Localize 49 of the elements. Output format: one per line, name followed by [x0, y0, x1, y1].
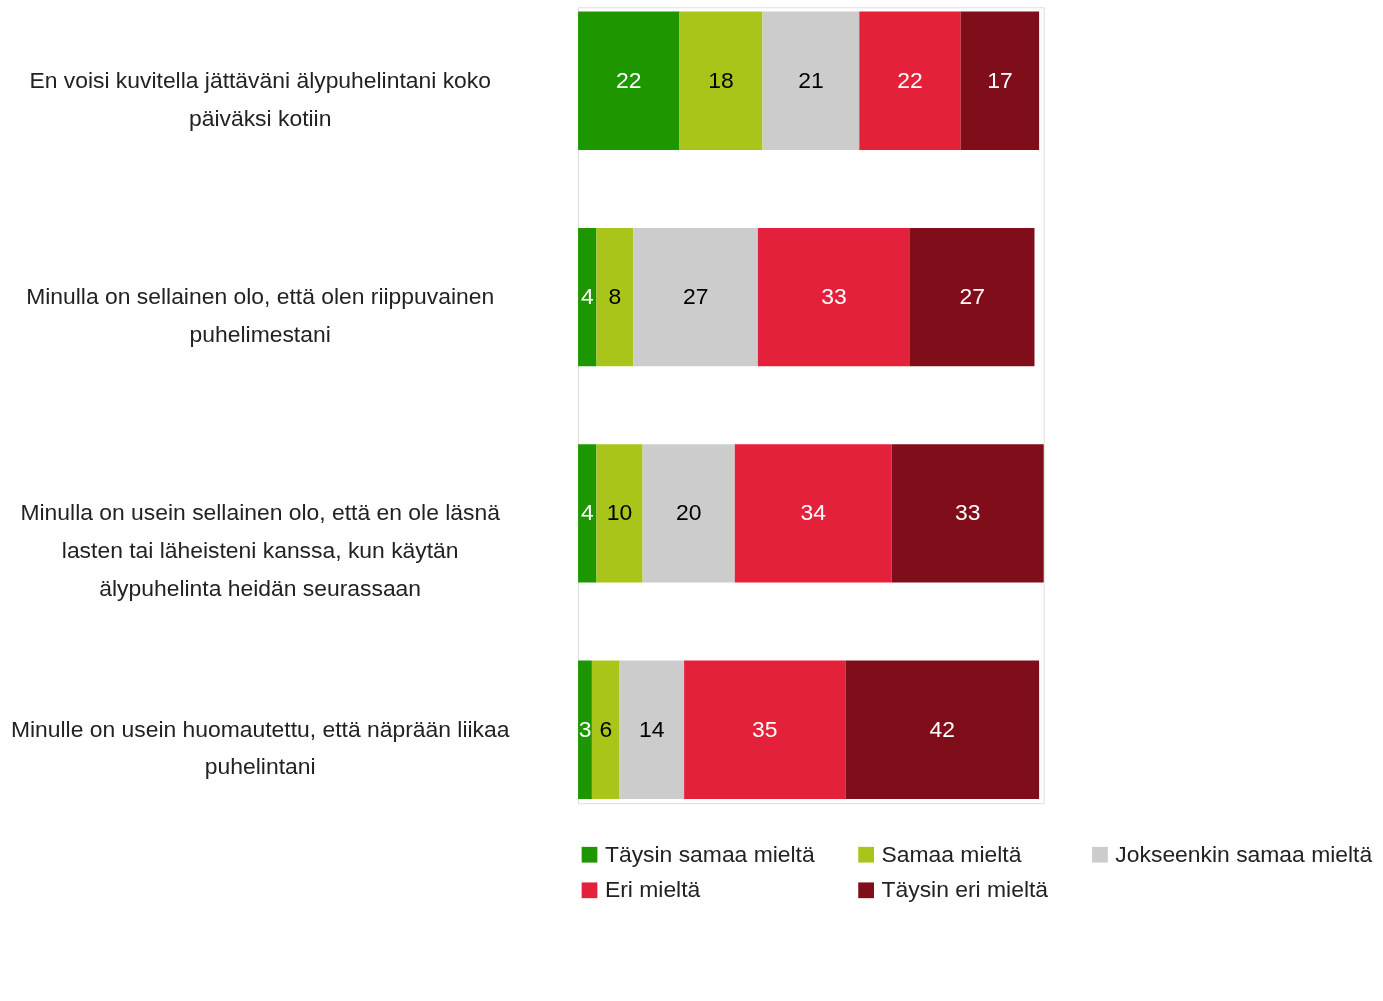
y-tick-label: En voisi kuvitella jättäväni älypuhelintani koko päiväksi kotiin — [29, 66, 491, 131]
bar — [845, 660, 1040, 799]
bar — [591, 660, 620, 799]
y-tick-label: Minulla on sellainen olo, että olen riippuvainen puhelimestani — [26, 283, 495, 347]
data-label: 21 — [798, 66, 824, 93]
data-label: 18 — [708, 66, 734, 93]
bar — [679, 11, 763, 151]
data-label: 35 — [752, 715, 778, 742]
legend-label: Täysin samaa mieltä — [604, 840, 815, 867]
bar — [859, 11, 961, 151]
bar — [578, 660, 592, 799]
data-label: 8 — [608, 283, 622, 310]
bar — [578, 444, 597, 583]
data-label: 20 — [676, 499, 702, 526]
legend-label: Täysin eri mieltä — [881, 876, 1049, 903]
data-label: 27 — [682, 283, 709, 310]
data-label: 10 — [606, 499, 633, 526]
data-label: 22 — [616, 66, 642, 93]
bar — [619, 660, 685, 799]
data-label: 22 — [897, 66, 923, 93]
y-tick-label: Minulle on usein huomautettu, että näprään liikaa puhelintani — [10, 715, 510, 780]
data-label: 42 — [929, 715, 956, 742]
bar — [578, 227, 597, 367]
legend-label: Jokseenkin samaa mieltä — [1115, 840, 1373, 867]
bar — [960, 11, 1040, 151]
data-label: 33 — [821, 283, 847, 310]
bar — [633, 227, 758, 367]
data-label: 6 — [599, 715, 613, 742]
legend-label: Eri mieltä — [604, 876, 701, 903]
bar — [762, 11, 860, 151]
bar — [596, 444, 643, 583]
data-label: 14 — [639, 715, 665, 742]
data-label: 4 — [580, 283, 594, 310]
bar — [734, 444, 892, 583]
data-label: 4 — [580, 499, 594, 526]
legend-label: Samaa mieltä — [881, 840, 1022, 867]
bar — [578, 11, 680, 151]
data-label: 27 — [959, 283, 985, 310]
data-label: 3 — [578, 715, 592, 742]
bar — [891, 444, 1044, 583]
data-label: 33 — [954, 499, 981, 526]
bar — [596, 227, 634, 367]
bar — [684, 660, 846, 799]
data-label: 34 — [800, 499, 827, 526]
data-label: 17 — [987, 66, 1013, 93]
y-tick-label: Minulla on usein sellainen olo, että en ole läsnä lasten tai läheisteni kanssa, kun käytän älypuhelinta heidän seurassaan — [20, 499, 501, 601]
bar — [757, 227, 911, 367]
bar — [642, 444, 735, 583]
bar — [910, 227, 1035, 367]
